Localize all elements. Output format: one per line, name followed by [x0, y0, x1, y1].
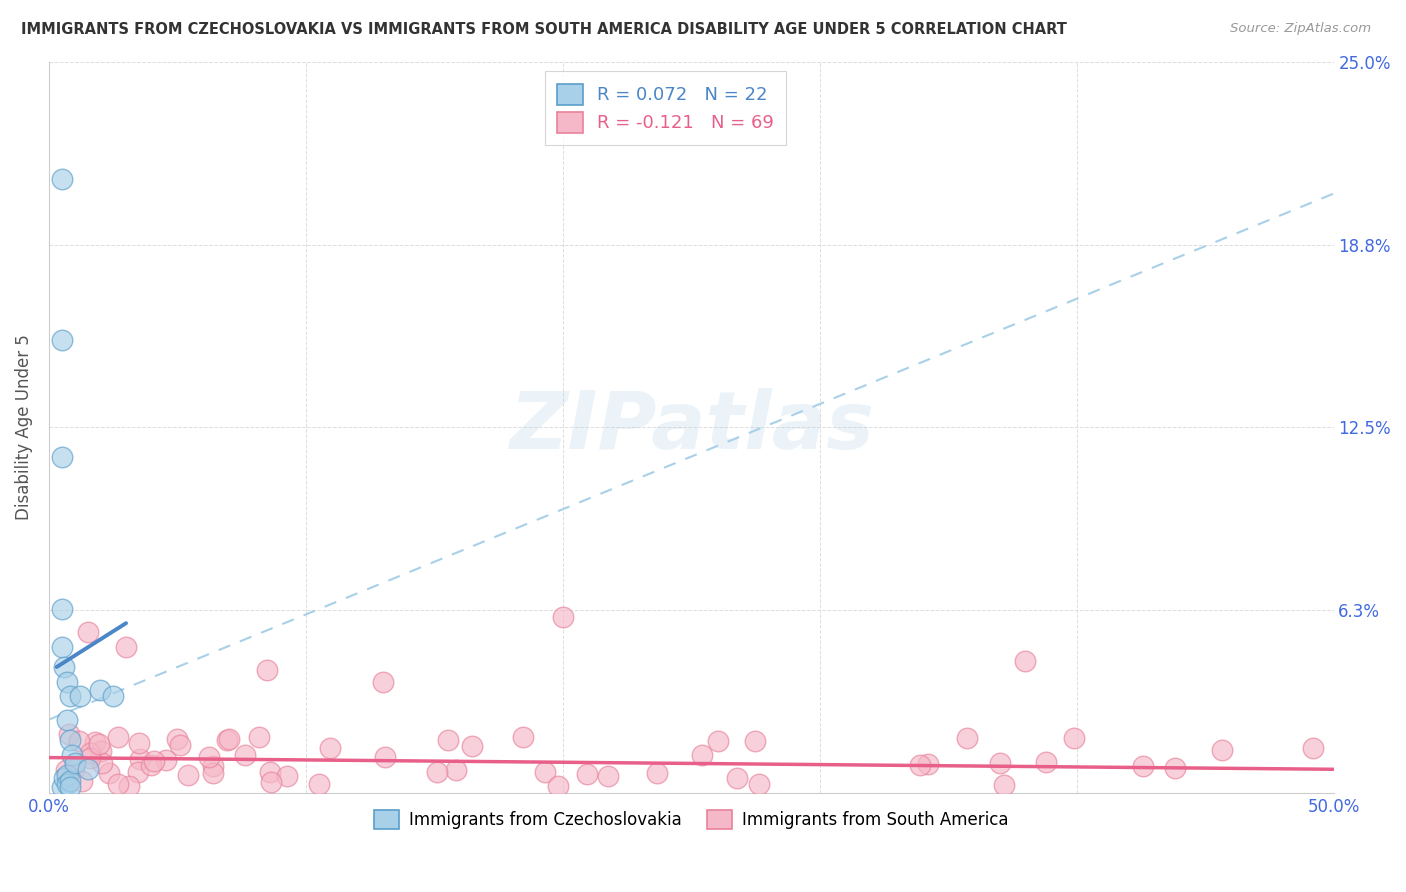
Text: ZIPatlas: ZIPatlas — [509, 388, 873, 467]
Point — [690, 747, 713, 762]
Point — [256, 663, 278, 677]
Point — [58, 733, 80, 747]
Point — [103, 690, 125, 704]
Point — [1132, 759, 1154, 773]
Point — [60, 747, 83, 762]
Point — [247, 730, 270, 744]
Point — [67, 734, 90, 748]
Point — [141, 757, 163, 772]
Point — [53, 660, 76, 674]
Point — [426, 765, 449, 780]
Point — [56, 777, 79, 791]
Point — [56, 674, 79, 689]
Point — [51, 601, 73, 615]
Point — [177, 768, 200, 782]
Point — [107, 777, 129, 791]
Point — [260, 774, 283, 789]
Text: IMMIGRANTS FROM CZECHOSLOVAKIA VS IMMIGRANTS FROM SOUTH AMERICA DISABILITY AGE U: IMMIGRANTS FROM CZECHOSLOVAKIA VS IMMIGR… — [21, 22, 1067, 37]
Point — [744, 734, 766, 748]
Point — [1211, 743, 1233, 757]
Point — [56, 768, 79, 782]
Point — [956, 731, 979, 745]
Point — [128, 752, 150, 766]
Point — [533, 764, 555, 779]
Point — [169, 739, 191, 753]
Point — [437, 733, 460, 747]
Point — [917, 757, 939, 772]
Point — [1302, 741, 1324, 756]
Point — [233, 748, 256, 763]
Point — [1014, 654, 1036, 668]
Point — [98, 766, 121, 780]
Point — [371, 674, 394, 689]
Point — [58, 727, 80, 741]
Point — [63, 763, 86, 777]
Point — [58, 774, 80, 789]
Point — [1035, 755, 1057, 769]
Point — [51, 780, 73, 794]
Point — [197, 749, 219, 764]
Point — [58, 780, 80, 794]
Point — [90, 744, 112, 758]
Point — [63, 756, 86, 771]
Point — [202, 758, 225, 772]
Point — [128, 736, 150, 750]
Point — [51, 333, 73, 347]
Point — [1063, 731, 1085, 746]
Point — [725, 772, 748, 786]
Point — [576, 766, 599, 780]
Point — [51, 450, 73, 464]
Y-axis label: Disability Age Under 5: Disability Age Under 5 — [15, 334, 32, 520]
Point — [547, 779, 569, 793]
Point — [87, 737, 110, 751]
Point — [89, 683, 111, 698]
Point — [53, 771, 76, 785]
Point — [215, 732, 238, 747]
Point — [993, 778, 1015, 792]
Legend: Immigrants from Czechoslovakia, Immigrants from South America: Immigrants from Czechoslovakia, Immigran… — [367, 803, 1015, 836]
Point — [155, 753, 177, 767]
Point — [910, 757, 932, 772]
Point — [55, 763, 77, 777]
Point — [706, 734, 728, 748]
Point — [107, 730, 129, 744]
Point — [748, 777, 770, 791]
Point — [259, 764, 281, 779]
Point — [374, 750, 396, 764]
Point — [201, 766, 224, 780]
Text: Source: ZipAtlas.com: Source: ZipAtlas.com — [1230, 22, 1371, 36]
Point — [319, 740, 342, 755]
Point — [446, 764, 468, 778]
Point — [551, 610, 574, 624]
Point — [51, 172, 73, 186]
Point — [51, 640, 73, 654]
Point — [1164, 761, 1187, 775]
Point — [76, 762, 98, 776]
Point — [308, 777, 330, 791]
Point — [276, 769, 298, 783]
Point — [461, 739, 484, 754]
Point — [166, 732, 188, 747]
Point — [91, 756, 114, 770]
Point — [118, 779, 141, 793]
Point — [72, 773, 94, 788]
Point — [76, 624, 98, 639]
Point — [79, 751, 101, 765]
Point — [218, 731, 240, 746]
Point — [115, 640, 138, 654]
Point — [127, 765, 149, 780]
Point — [598, 768, 620, 782]
Point — [512, 731, 534, 745]
Point — [988, 756, 1011, 770]
Point — [83, 735, 105, 749]
Point — [142, 755, 165, 769]
Point — [58, 690, 80, 704]
Point — [56, 713, 79, 727]
Point — [69, 690, 91, 704]
Point — [79, 746, 101, 760]
Point — [647, 766, 669, 780]
